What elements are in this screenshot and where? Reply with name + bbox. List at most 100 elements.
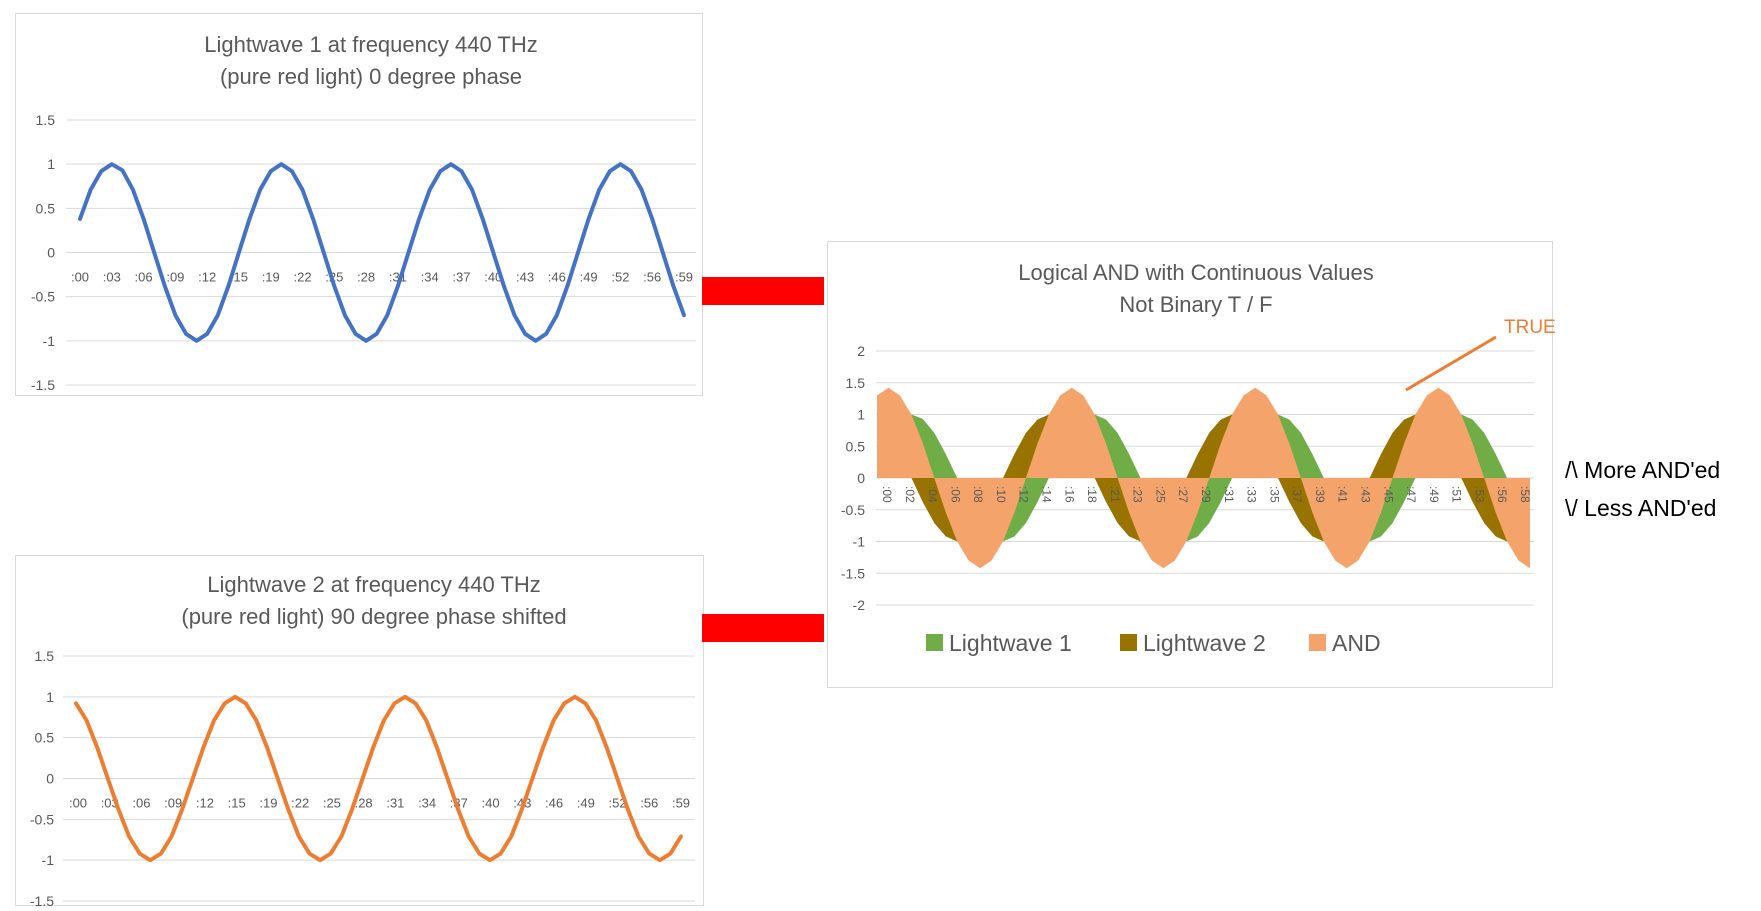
- and-y-tick-label: -0.5: [841, 502, 865, 518]
- lw2-x-tick-label: :28: [355, 796, 373, 811]
- legend-label: Lightwave 1: [949, 630, 1072, 656]
- lw1-subtitle: (pure red light) 0 degree phase: [220, 64, 522, 89]
- lw1-x-tick-label: :00: [71, 270, 89, 285]
- and-y-tick-label: 1.5: [846, 375, 866, 391]
- lw2-y-tick-label: 1.5: [35, 648, 55, 664]
- more-anded-note: /\ More AND'ed: [1565, 457, 1721, 483]
- lw2-x-tick-label: :40: [482, 796, 500, 811]
- and-area: [877, 387, 1530, 569]
- lw1-y-tick-label: 0: [47, 245, 55, 261]
- and-x-tick-label: :49: [1427, 486, 1441, 503]
- lw2-x-tick-label: :12: [196, 796, 214, 811]
- lw1-x-tick-label: :03: [103, 270, 121, 285]
- and-x-tick-label: :27: [1176, 486, 1190, 503]
- and-x-tick-label: :21: [1108, 486, 1122, 503]
- legend-swatch-lightwave1-area: [926, 634, 943, 651]
- connector-bottom-rect: [702, 614, 824, 642]
- and-y-tick-label: 0.5: [846, 438, 866, 454]
- and-y-tick-label: 0: [857, 470, 865, 486]
- true-annotation-label: TRUE: [1504, 317, 1556, 338]
- and-x-tick-label: :41: [1336, 486, 1350, 503]
- lw1-y-tick-label: 1: [47, 156, 55, 172]
- lw2-x-tick-label: :19: [259, 796, 277, 811]
- lw1-x-tick-label: :56: [643, 270, 661, 285]
- lw1-x-tick-label: :59: [675, 270, 693, 285]
- lw1-y-tick-label: -0.5: [31, 289, 55, 305]
- and-x-tick-label: :56: [1495, 486, 1509, 503]
- and-x-tick-label: :25: [1153, 486, 1167, 503]
- legend-swatch-and-area: [1309, 634, 1326, 651]
- lw1-y-tick-label: -1: [43, 333, 56, 349]
- lw2-x-tick-label: :06: [132, 796, 150, 811]
- connector-top-rect: [702, 277, 824, 305]
- lw2-x-tick-label: :49: [577, 796, 595, 811]
- lw1-x-tick-label: :34: [421, 270, 439, 285]
- logical-and-chart-panel: Logical AND with Continuous Values Not Bi…: [827, 241, 1556, 688]
- and-x-tick-label: :53: [1472, 486, 1486, 503]
- lw1-y-tick-label: 1.5: [36, 112, 56, 128]
- and-x-tick-label: :23: [1131, 486, 1145, 503]
- and-x-tick-label: :29: [1199, 486, 1213, 503]
- lw1-x-tick-label: :06: [135, 270, 153, 285]
- and-y-tick-label: 2: [857, 343, 865, 359]
- lw1-x-tick-label: :37: [452, 270, 470, 285]
- less-anded-note: \/ Less AND'ed: [1565, 495, 1717, 521]
- lw2-y-tick-label: -0.5: [30, 811, 54, 827]
- lw2-x-tick-label: :34: [418, 796, 436, 811]
- and-y-tick-label: 1: [857, 407, 865, 423]
- and-x-tick-label: :18: [1085, 486, 1099, 503]
- and-y-tick-label: -1: [853, 534, 866, 550]
- lw1-x-tick-label: :43: [516, 270, 534, 285]
- lw1-y-tick-label: -1.5: [31, 377, 55, 393]
- lw2-x-tick-label: :59: [672, 796, 690, 811]
- and-x-tick-label: :35: [1267, 486, 1281, 503]
- and-y-tick-label: -1.5: [841, 565, 865, 581]
- and-x-tick-label: :14: [1040, 486, 1054, 503]
- lw1-x-tick-label: :49: [580, 270, 598, 285]
- logical-and-chart: Logical AND with Continuous Values Not Bi…: [841, 260, 1556, 656]
- lw1-x-tick-label: :22: [293, 270, 311, 285]
- lw2-y-tick-label: -1.5: [30, 893, 54, 909]
- and-x-tick-label: :31: [1222, 486, 1236, 503]
- and-x-tick-label: :06: [948, 486, 962, 503]
- lw2-x-tick-label: :52: [608, 796, 626, 811]
- and-x-tick-label: :10: [994, 486, 1008, 503]
- and-subtitle: Not Binary T / F: [1119, 292, 1272, 317]
- lw2-y-tick-label: 0: [46, 771, 54, 787]
- legend-label: Lightwave 2: [1143, 630, 1266, 656]
- lw2-subtitle: (pure red light) 90 degree phase shifted: [181, 604, 566, 629]
- lw2-x-tick-label: :56: [640, 796, 658, 811]
- lw2-y-tick-label: 0.5: [35, 730, 55, 746]
- lw1-x-tick-label: :12: [198, 270, 216, 285]
- and-x-tick-label: :08: [971, 486, 985, 503]
- lw1-title: Lightwave 1 at frequency 440 THz: [204, 32, 537, 57]
- lw2-y-tick-label: 1: [46, 689, 54, 705]
- and-x-tick-label: :12: [1017, 486, 1031, 503]
- lw1-series-line: [78, 162, 686, 343]
- and-x-tick-label: :02: [903, 486, 917, 503]
- true-annotation-pointer: [1405, 335, 1497, 392]
- connector-top-bar: [702, 277, 824, 305]
- lightwave1-chart-panel: Lightwave 1 at frequency 440 THz (pure re…: [15, 13, 703, 396]
- lw1-x-tick-label: :46: [548, 270, 566, 285]
- connector-top: [702, 277, 824, 305]
- lw1-x-tick-label: :28: [357, 270, 375, 285]
- lw2-x-tick-label: :31: [386, 796, 404, 811]
- lightwave2-chart-panel: Lightwave 2 at frequency 440 THz (pure re…: [15, 555, 704, 909]
- and-x-tick-label: :04: [926, 486, 940, 503]
- lw2-x-tick-label: :25: [323, 796, 341, 811]
- and-x-tick-label: :47: [1404, 486, 1418, 503]
- lw1-x-tick-label: :52: [611, 270, 629, 285]
- lw2-x-tick-label: :09: [164, 796, 182, 811]
- and-x-tick-label: :00: [880, 486, 894, 503]
- legend-swatch-lightwave2-area: [1120, 634, 1137, 651]
- and-x-tick-label: :45: [1381, 486, 1395, 503]
- lw2-x-tick-label: :15: [228, 796, 246, 811]
- lightwave1-chart: Lightwave 1 at frequency 440 THz (pure re…: [31, 32, 696, 393]
- and-x-tick-label: :51: [1450, 486, 1464, 503]
- lw2-y-tick-label: -1: [42, 852, 55, 868]
- lw1-x-tick-label: :09: [166, 270, 184, 285]
- and-x-tick-label: :43: [1359, 486, 1373, 503]
- and-y-tick-label: -2: [853, 597, 866, 613]
- lw2-series-line: [74, 694, 683, 863]
